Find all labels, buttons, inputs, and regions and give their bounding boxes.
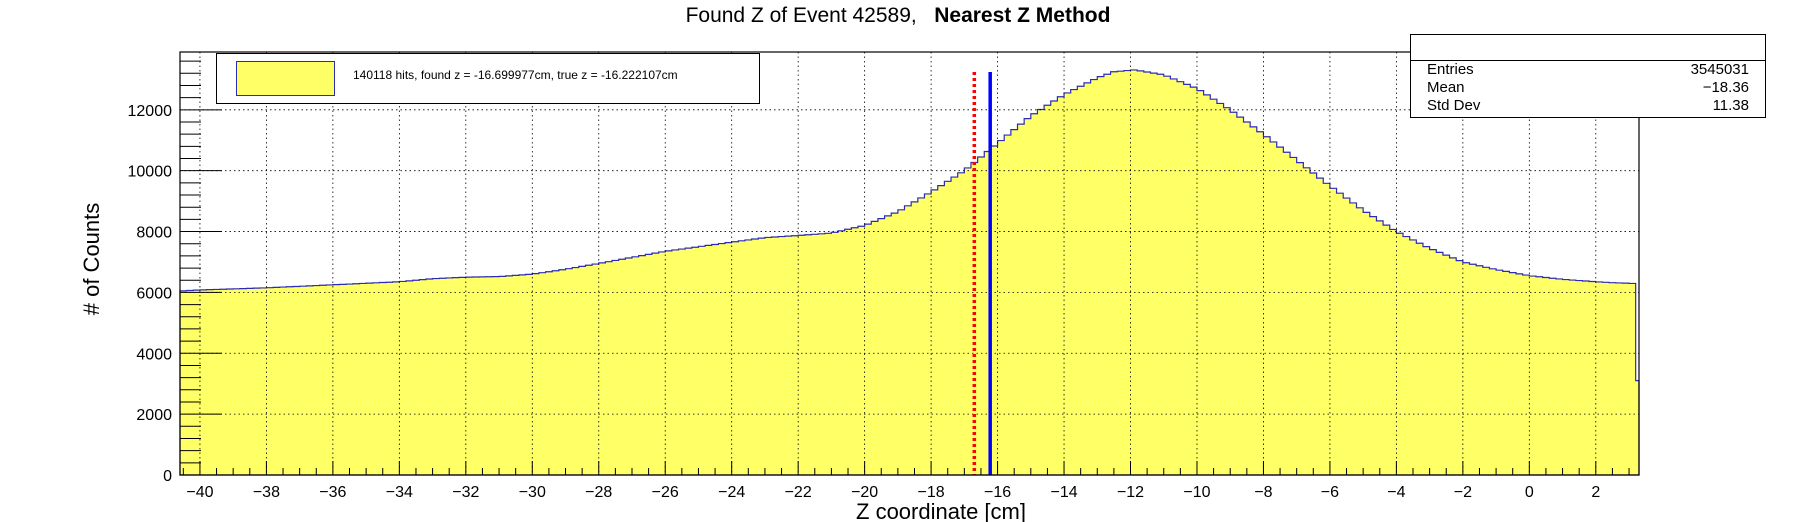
y-tick-label: 8000 [136,225,172,242]
x-tick-label: −32 [452,484,479,501]
stats-row-mean: Mean −18.36 [1411,79,1765,97]
stats-stddev-label: Std Dev [1427,97,1481,114]
stats-entries-value: 3545031 [1690,61,1749,78]
x-tick-label: −8 [1254,484,1272,501]
stats-box: Entries 3545031 Mean −18.36 Std Dev 11.3… [1410,34,1766,118]
x-tick-label: −26 [652,484,679,501]
plot-frame [179,51,1640,476]
x-tick-label: −28 [585,484,612,501]
stats-mean-value: −18.36 [1702,79,1749,96]
x-tick-label: −20 [851,484,878,501]
legend-swatch [236,61,335,96]
x-tick-label: −6 [1321,484,1339,501]
stats-entries-label: Entries [1427,61,1474,78]
legend-label: 140118 hits, found z = -16.699977cm, tru… [353,68,678,82]
x-axis-label: Z coordinate [cm] [856,499,1026,522]
y-tick-label: 0 [163,468,172,485]
chart-title: Found Z of Event 42589, Nearest Z Method [0,4,1796,28]
x-tick-label: 2 [1591,484,1600,501]
x-tick-label: −40 [186,484,213,501]
y-tick-label: 12000 [128,103,173,120]
y-tick-label: 10000 [128,164,173,181]
x-tick-label: −10 [1183,484,1210,501]
x-tick-label: −34 [386,484,413,501]
x-tick-label: 0 [1525,484,1534,501]
x-tick-label: −36 [319,484,346,501]
y-tick-label: 4000 [136,346,172,363]
chart-title-prefix: Found Z of Event 42589, [685,4,917,27]
legend-box: 140118 hits, found z = -16.699977cm, tru… [216,53,760,104]
stats-row-stddev: Std Dev 11.38 [1411,97,1765,115]
y-tick-label: 6000 [136,285,172,302]
x-tick-label: −14 [1050,484,1077,501]
stats-mean-label: Mean [1427,79,1465,96]
x-tick-label: −38 [253,484,280,501]
histogram-bars [179,69,1640,476]
x-tick-label: −12 [1117,484,1144,501]
stats-stddev-value: 11.38 [1712,97,1749,114]
x-tick-label: −30 [519,484,546,501]
chart-title-method: Nearest Z Method [934,4,1111,27]
x-tick-label: −22 [785,484,812,501]
x-tick-label: −24 [718,484,745,501]
y-axis-label: # of Counts [79,203,104,316]
stats-header [1411,35,1765,61]
y-tick-label: 2000 [136,407,172,424]
x-tick-label: −16 [984,484,1011,501]
x-tick-label: −2 [1454,484,1472,501]
stats-row-entries: Entries 3545031 [1411,61,1765,79]
x-tick-label: −4 [1387,484,1405,501]
x-tick-label: −18 [918,484,945,501]
